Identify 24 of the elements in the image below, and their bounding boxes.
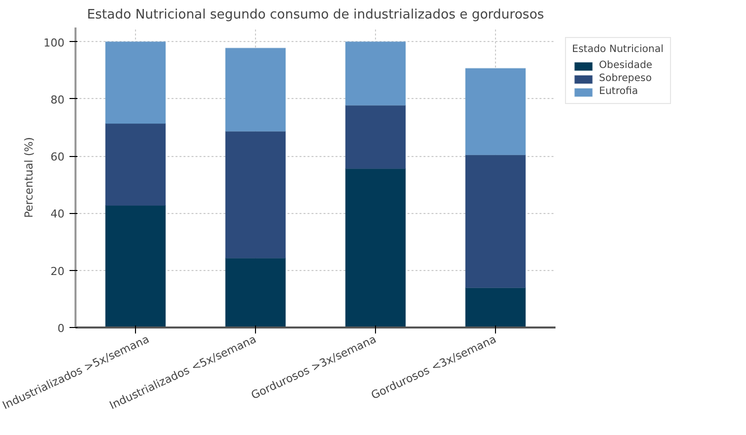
- legend-label: Eutrofia: [599, 86, 638, 97]
- y-tick-label: 0: [58, 322, 64, 335]
- y-tick-label: 100: [44, 36, 65, 50]
- bar: [465, 68, 526, 156]
- legend-label: Obesidade: [599, 60, 652, 71]
- bar: [225, 48, 286, 132]
- legend-title: Estado Nutricional: [572, 44, 664, 55]
- y-tick-label: 80: [50, 93, 65, 106]
- y-axis-title: Percentual (%): [22, 137, 36, 218]
- bar: [345, 104, 406, 170]
- y-tick-label: 40: [50, 208, 65, 221]
- bar: [105, 205, 166, 328]
- bar: [465, 154, 526, 288]
- bar: [225, 130, 286, 259]
- chart-title: Estado Nutricional segundo consumo de industrializados e gordurosos: [86, 8, 544, 22]
- bar: [105, 123, 166, 206]
- bar: [225, 258, 286, 328]
- legend-label: Sobrepeso: [599, 73, 652, 84]
- bar: [105, 41, 166, 124]
- y-tick-label: 20: [50, 264, 65, 278]
- bar: [465, 287, 526, 328]
- y-tick-label: 60: [50, 150, 65, 164]
- bar: [345, 41, 406, 106]
- bar: [345, 168, 406, 328]
